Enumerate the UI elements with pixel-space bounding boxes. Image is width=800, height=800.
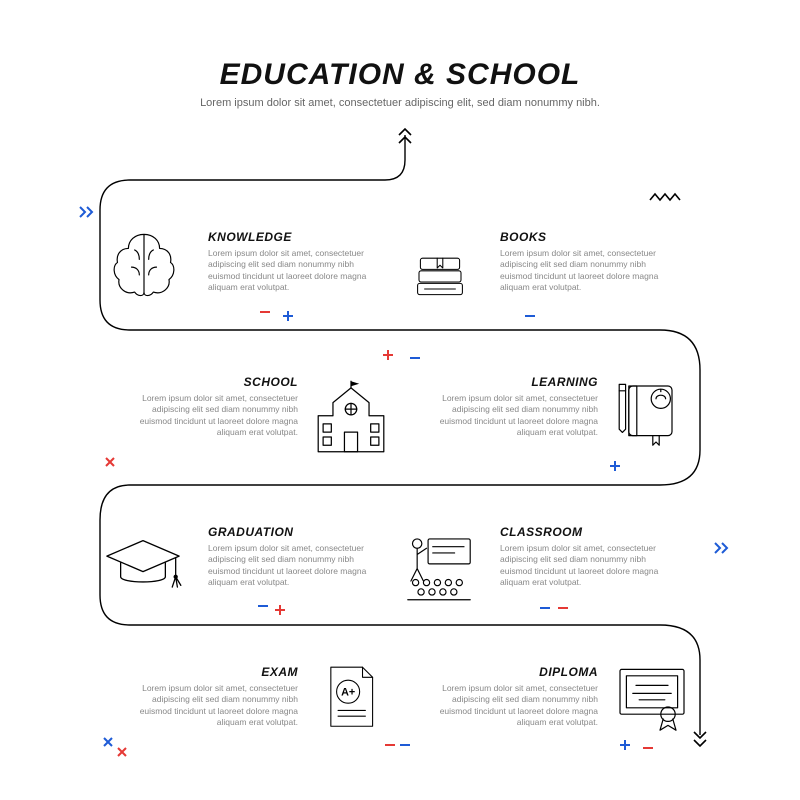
infographic-canvas: { "layout": { "width": 800, "height": 80… xyxy=(0,0,800,800)
decorations-layer xyxy=(0,0,800,800)
